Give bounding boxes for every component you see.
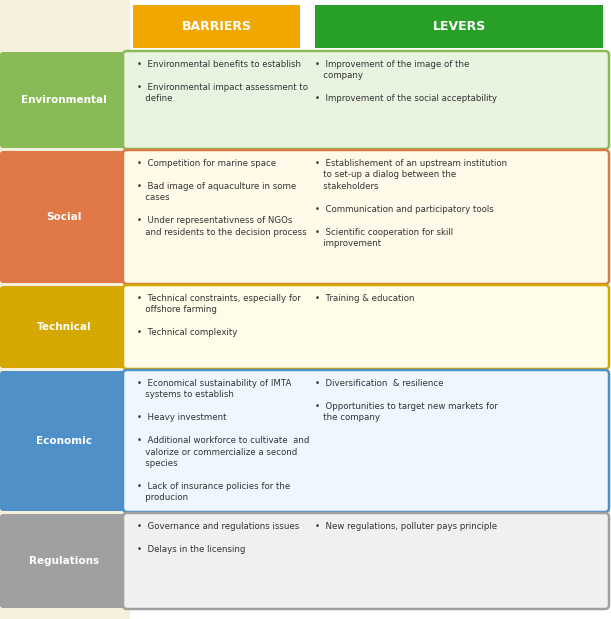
Text: •  Diversification  & resilience

•  Opportunities to target new markets for
   : • Diversification & resilience • Opportu…	[315, 379, 498, 422]
Text: •  Economical sustainability of IMTA
   systems to establish

•  Heavy investmen: • Economical sustainability of IMTA syst…	[137, 379, 309, 503]
FancyBboxPatch shape	[0, 151, 128, 283]
Text: •  Governance and regulations issues

•  Delays in the licensing: • Governance and regulations issues • De…	[137, 522, 299, 554]
Text: BARRIERS: BARRIERS	[181, 20, 252, 33]
FancyBboxPatch shape	[123, 285, 609, 369]
Text: •  Competition for marine space

•  Bad image of aquaculture in some
   cases

•: • Competition for marine space • Bad ima…	[137, 159, 307, 236]
Text: Social: Social	[46, 212, 82, 222]
FancyBboxPatch shape	[0, 371, 128, 511]
FancyBboxPatch shape	[0, 0, 130, 619]
Text: LEVERS: LEVERS	[433, 20, 486, 33]
Text: Technical: Technical	[37, 322, 91, 332]
FancyBboxPatch shape	[133, 5, 300, 48]
Text: •  New regulations, polluter pays principle: • New regulations, polluter pays princip…	[315, 522, 497, 531]
FancyBboxPatch shape	[123, 150, 609, 284]
Text: Economic: Economic	[36, 436, 92, 446]
FancyBboxPatch shape	[0, 286, 128, 368]
Text: •  Training & education: • Training & education	[315, 294, 414, 303]
Text: •  Establishement of an upstream institution
   to set-up a dialog between the
 : • Establishement of an upstream institut…	[315, 159, 507, 248]
FancyBboxPatch shape	[123, 513, 609, 609]
FancyBboxPatch shape	[0, 52, 128, 148]
Text: •  Environmental benefits to establish

•  Environmental impact assessment to
  : • Environmental benefits to establish • …	[137, 60, 308, 103]
Text: •  Improvement of the image of the
   company

•  Improvement of the social acce: • Improvement of the image of the compan…	[315, 60, 497, 103]
Text: •  Technical constraints, especially for
   offshore farming

•  Technical compl: • Technical constraints, especially for …	[137, 294, 301, 337]
Text: Regulations: Regulations	[29, 556, 99, 566]
FancyBboxPatch shape	[123, 51, 609, 149]
FancyBboxPatch shape	[315, 5, 603, 48]
FancyBboxPatch shape	[123, 370, 609, 512]
Text: Environmental: Environmental	[21, 95, 107, 105]
FancyBboxPatch shape	[0, 514, 128, 608]
